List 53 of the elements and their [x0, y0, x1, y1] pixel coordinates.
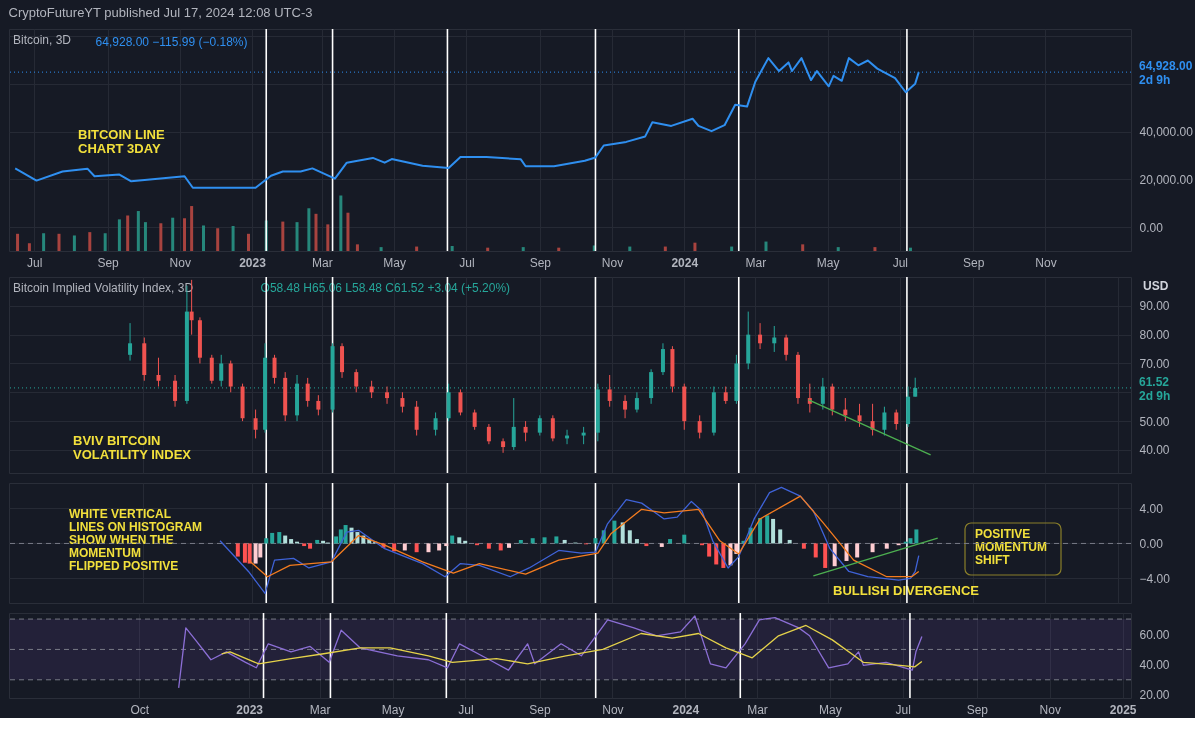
x-tick-label: Nov	[602, 702, 624, 717]
annotation: 64,928.00 −115.99 (−0.18%)	[95, 35, 248, 49]
x-tick-label: Jul	[26, 255, 43, 270]
x-tick-label: Jul	[892, 255, 908, 270]
x-tick-label: Mar	[747, 702, 768, 717]
x-tick-label: 2025	[1109, 702, 1137, 717]
x-tick-label: Nov	[601, 255, 624, 270]
y-tick-label: 20,000.00	[1139, 172, 1194, 187]
y-tick-label: 50.00	[1139, 414, 1170, 429]
x-tick-label: 2023	[236, 702, 264, 717]
y-tick-label: 90.00	[1139, 299, 1170, 314]
y-tick-label: 80.00	[1139, 328, 1170, 343]
y-tick-label: 20.00	[1139, 688, 1170, 703]
x-tick-label: Sep	[97, 255, 120, 270]
y-tick-label: −4.00	[1139, 571, 1171, 586]
y-tick-label: 40.00	[1139, 658, 1170, 673]
ref-line-label: 61.52 2d 9h	[1139, 374, 1171, 403]
x-tick-label: Jul	[459, 255, 475, 270]
y-tick-label: 60.00	[1139, 627, 1170, 642]
x-tick-label: Jul	[895, 702, 911, 717]
x-tick-label: Mar	[309, 702, 331, 717]
chart-subtitle: Bitcoin, 3D	[13, 33, 72, 47]
x-tick-label: Mar	[312, 255, 333, 270]
annotation: WHITE VERTICAL LINES ON HISTOGRAM SHOW WHEN THE MOMENTUM FLIPPED POSITIVE	[69, 507, 203, 573]
y-tick-label: 70.00	[1139, 356, 1170, 371]
x-tick-label: 2024	[671, 255, 699, 270]
x-tick-label: May	[816, 255, 840, 270]
x-tick-label: Nov	[1035, 255, 1057, 270]
x-tick-label: Oct	[130, 702, 150, 717]
x-tick-label: 2024	[672, 702, 700, 717]
x-tick-label: May	[381, 702, 405, 717]
y-tick-label: 40.00	[1139, 443, 1170, 458]
x-tick-label: Nov	[1039, 702, 1061, 717]
y-tick-label: 0.00	[1139, 536, 1164, 551]
y-tick-label: 40,000.00	[1139, 125, 1194, 140]
y-tick-label: 0.00	[1139, 220, 1164, 235]
x-tick-label: 2023	[239, 255, 267, 270]
x-tick-label: Mar	[745, 255, 767, 270]
annotation: POSITIVE MOMENTUM SHIFT	[975, 527, 1047, 567]
x-tick-label: Jul	[458, 702, 474, 717]
y-tick-label: 4.00	[1139, 501, 1164, 516]
x-tick-label: Nov	[169, 255, 191, 270]
annotation: BITCOIN LINE CHART 3DAY	[78, 127, 165, 156]
annotation: BVIV BITCOIN VOLATILITY INDEX	[73, 433, 192, 462]
chart-title: CryptoFutureYT published Jul 17, 2024 12:08 UTC-3	[8, 5, 313, 21]
x-tick-label: May	[383, 255, 406, 270]
x-tick-label: May	[819, 702, 842, 717]
y-axis-title: USD	[1143, 279, 1169, 293]
x-tick-label: Sep	[529, 702, 552, 717]
x-tick-label: Sep	[966, 702, 989, 717]
ref-line-label: 64,928.00 2d 9h	[1139, 59, 1193, 88]
x-tick-label: Sep	[963, 255, 985, 270]
x-tick-label: Sep	[529, 255, 552, 270]
